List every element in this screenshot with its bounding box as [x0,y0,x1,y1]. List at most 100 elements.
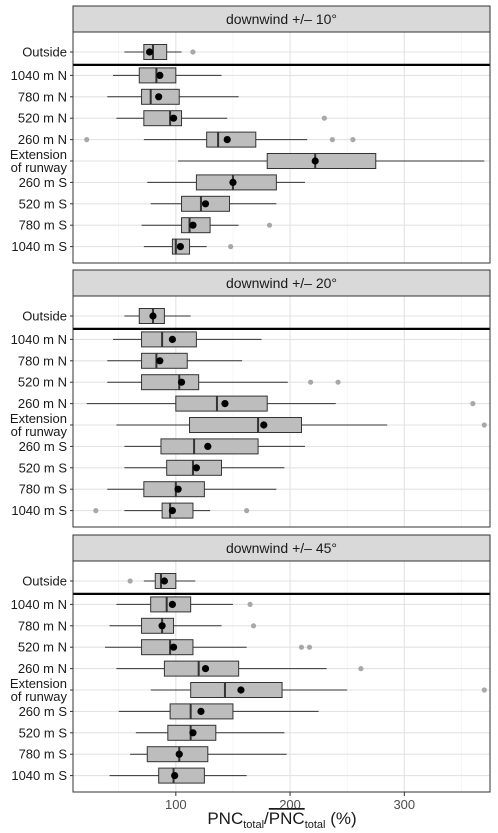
box-260-m-s [118,703,319,720]
box-1040-m-s [109,767,247,784]
box-260-m-s [124,438,305,455]
box-1040-m-s [93,502,250,519]
x-tick-label: 200 [279,797,301,812]
outlier-point [481,422,487,428]
panel-title: downwind +/– 45° [226,540,337,556]
outlier-point [335,379,341,385]
box-520-m-s [124,459,285,476]
category-label: 260 m N [18,661,67,676]
box-260-m-s [147,174,305,191]
mean-point [204,442,212,450]
outlier-point [481,687,487,693]
category-label: 260 m N [18,396,67,411]
category-label: 780 m N [18,618,67,633]
category-label: 1040 m N [11,597,67,612]
outlier-point [190,49,196,55]
box-520-m-s [135,724,285,741]
mean-point [158,622,166,630]
category-label-line1: Extension [10,147,67,162]
mean-point [201,200,210,208]
category-label: 1040 m N [11,332,67,347]
box-outside [127,573,196,589]
box-520-m-s [150,195,277,212]
plot-area [73,561,490,792]
box-780-m-n [107,88,239,105]
category-label-line2: of runway [11,689,68,704]
panel-title: downwind +/– 10° [226,11,337,27]
x-tick-label: 300 [393,797,415,812]
mean-point [155,93,163,101]
mean-point [197,707,205,716]
outlier-point [350,137,356,143]
mean-point [189,729,197,737]
box-260-m-n [86,395,476,412]
category-label-line1: Extension [10,676,67,691]
box-iqr [161,502,194,519]
box-iqr [143,481,205,498]
category-label: 1040 m S [11,768,67,783]
category-label: 1040 m S [11,239,67,254]
outlier-point [329,137,335,143]
box-iqr [163,660,240,677]
box-outside [124,44,196,60]
mean-point [171,772,179,780]
outlier-point [244,508,250,514]
box-780-m-s [107,481,277,498]
mean-point [189,221,197,229]
category-label-line1: Extension [10,411,67,426]
outlier-point [84,137,90,143]
box-iqr [189,417,302,433]
box-780-m-n [109,617,257,634]
category-label: 780 m S [19,747,68,762]
mean-point [149,312,157,320]
box-780-m-s [141,217,273,234]
box-520-m-n [107,374,341,391]
outlier-point [358,666,364,672]
box-iqr [190,682,283,698]
mean-point [160,577,168,585]
box-1040-m-n [112,67,222,84]
panel-border [72,560,491,793]
category-label: 260 m S [19,175,68,190]
x-axis-title: PNCtotal/PNCtotal (%) [207,809,356,831]
mean-point [221,400,229,408]
box-780-m-s [130,746,287,763]
category-label: 780 m S [19,218,68,233]
category-label: 520 m N [18,111,67,126]
box-iqr [158,767,205,784]
mean-point [223,136,231,144]
outlier-point [308,379,314,385]
panel-1: downwind +/– 10° Outside 1040 m N 780 m N 52… [10,5,491,264]
category-label: 780 m N [18,353,67,368]
outlier-point [266,222,273,228]
mean-point [237,686,245,694]
outlier-point [247,601,253,608]
panel-2: downwind +/– 20° Outside 1040 m N 780 m N 52… [10,269,491,528]
box-iqr [141,639,194,656]
box-520-m-n [104,639,313,656]
category-label: Outside [22,309,67,324]
category-label: 260 m S [19,439,68,454]
box-iqr [143,110,183,127]
plot-area [73,296,490,527]
category-label: 780 m N [18,89,67,104]
mean-point [201,665,210,673]
mean-point [229,178,237,186]
box-extension-of-runway [150,682,487,698]
outlier-point [127,578,133,584]
box-1040-m-n [116,596,253,613]
category-label-line2: of runway [11,424,68,439]
panel-title: downwind +/– 20° [226,275,337,291]
mean-point [192,464,200,472]
mean-point [174,485,182,493]
outlier-point [250,623,257,629]
box-outside [124,308,191,324]
category-label: 1040 m N [11,68,67,83]
category-label: 520 m S [19,196,68,211]
mean-point [145,48,154,56]
mean-point [168,600,176,609]
box-iqr [143,44,168,60]
category-label: 520 m S [19,460,68,475]
mean-point [311,157,319,165]
